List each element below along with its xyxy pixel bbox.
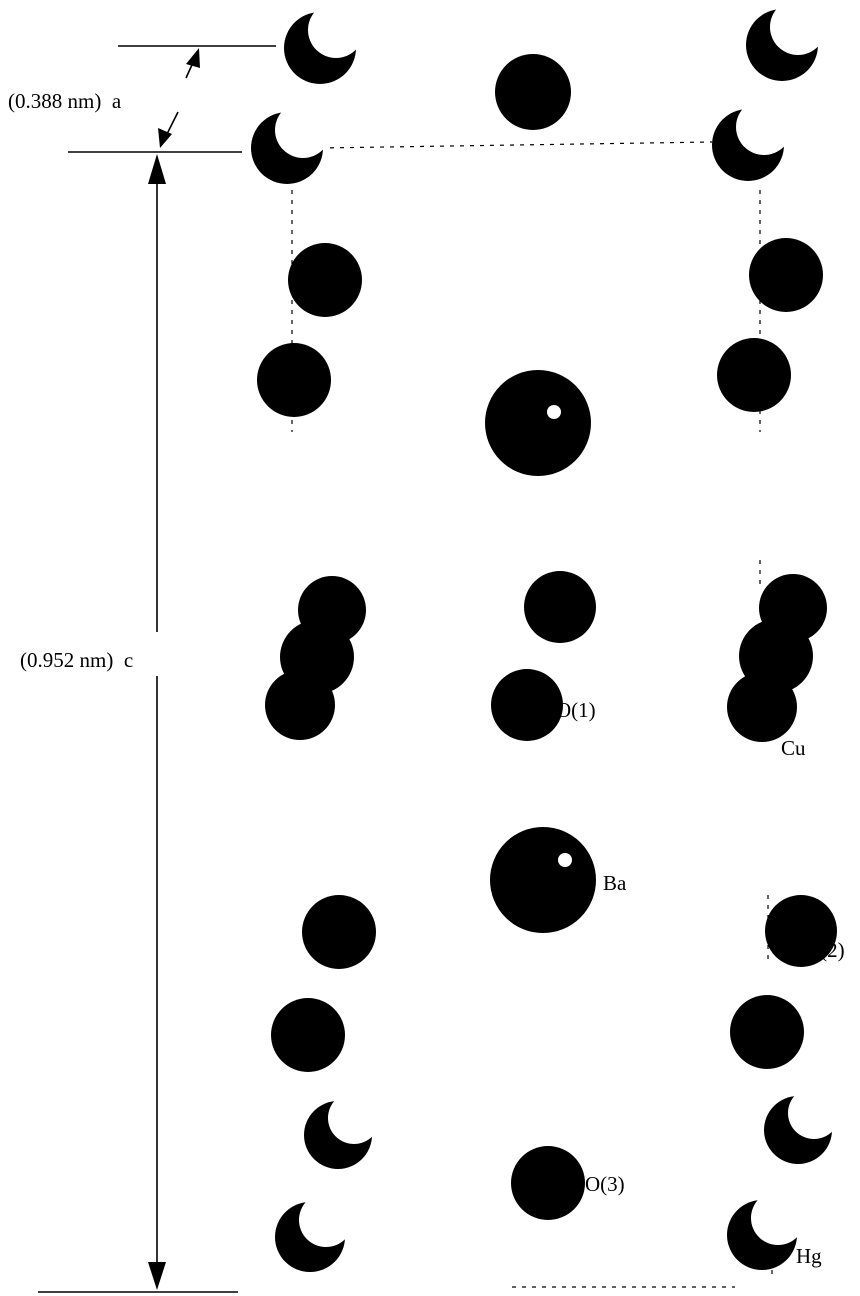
cu-atom [727,672,797,742]
crescent-cut [275,102,331,158]
atom [257,343,331,417]
o3-atom [511,1146,585,1220]
arrow-head [186,48,200,68]
atom-label: O(3) [585,1172,625,1196]
atom [717,338,791,412]
atom-label: Cu [781,736,806,760]
highlight [547,405,561,419]
crescent-cut [299,1193,353,1247]
atom-label: Hg [796,1244,822,1268]
atom [271,998,345,1072]
crescent-cut [308,2,364,58]
crescent-cut [736,99,792,155]
arrow-head [148,1262,166,1290]
crystal-structure-diagram: (0.388 nm) a (0.952 nm) c O(1) Cu Ba O(2… [0,0,860,1296]
crescent-cut [328,1092,380,1144]
cell-edge [320,142,712,148]
atom [524,571,596,643]
crescent-cut [770,0,826,55]
crescent-cut [751,1191,805,1245]
arrow-head [158,128,172,148]
o2-atom [730,995,804,1069]
ba-atom [485,370,591,476]
ba-atom [490,827,596,933]
dimension-label: (0.388 nm) a [8,89,122,113]
dimension-label: (0.952 nm) c [20,648,133,672]
atom-label: O(1) [556,698,596,722]
o1-atom [491,669,563,741]
atom [302,895,376,969]
atom [749,238,823,312]
highlight [558,853,572,867]
atoms [257,54,837,1220]
arrow-head [148,154,166,184]
atom-label: O(2) [805,938,845,962]
atom [288,243,362,317]
atom [495,54,571,130]
atom-label: Ba [603,871,627,895]
cu-atom [265,670,335,740]
crescent-cut [788,1087,840,1139]
